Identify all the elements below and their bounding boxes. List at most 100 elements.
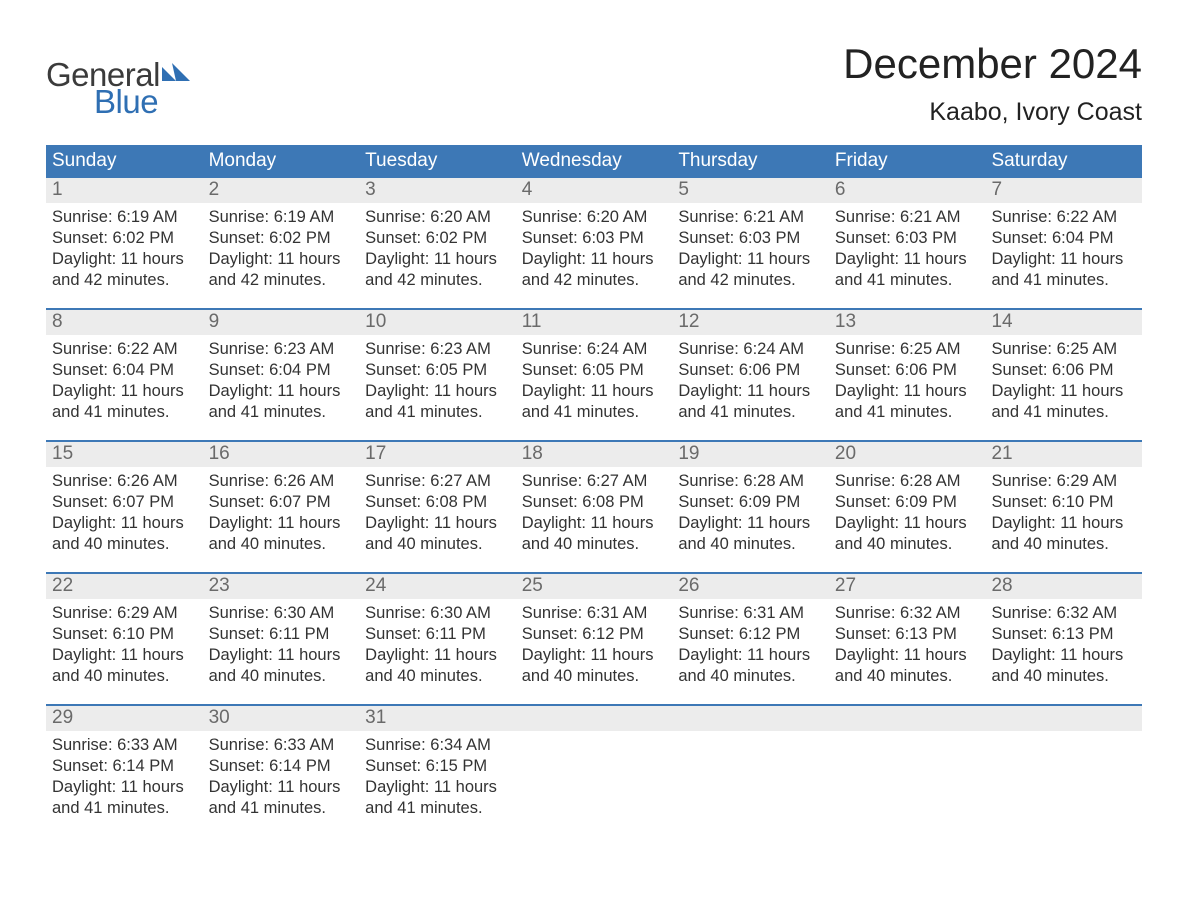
- week-row: 15Sunrise: 6:26 AMSunset: 6:07 PMDayligh…: [46, 440, 1142, 572]
- day-content: Sunrise: 6:24 AMSunset: 6:06 PMDaylight:…: [672, 335, 829, 423]
- daylight-line: Daylight: 11 hours and 42 minutes.: [52, 249, 197, 291]
- daylight-line: Daylight: 11 hours and 41 minutes.: [52, 777, 197, 819]
- day-content: Sunrise: 6:24 AMSunset: 6:05 PMDaylight:…: [516, 335, 673, 423]
- sunrise-line: Sunrise: 6:25 AM: [835, 339, 980, 360]
- day-number: 13: [829, 310, 986, 335]
- day-number: 1: [46, 178, 203, 203]
- daylight-line: Daylight: 11 hours and 41 minutes.: [991, 249, 1136, 291]
- day-cell: 7Sunrise: 6:22 AMSunset: 6:04 PMDaylight…: [985, 178, 1142, 308]
- day-number: 7: [985, 178, 1142, 203]
- day-number: 14: [985, 310, 1142, 335]
- day-number: 21: [985, 442, 1142, 467]
- sunset-line: Sunset: 6:06 PM: [835, 360, 980, 381]
- sunset-line: Sunset: 6:05 PM: [365, 360, 510, 381]
- daylight-line: Daylight: 11 hours and 40 minutes.: [209, 513, 354, 555]
- sunrise-line: Sunrise: 6:28 AM: [678, 471, 823, 492]
- day-cell: 25Sunrise: 6:31 AMSunset: 6:12 PMDayligh…: [516, 574, 673, 704]
- day-cell: 29Sunrise: 6:33 AMSunset: 6:14 PMDayligh…: [46, 706, 203, 836]
- day-number: 9: [203, 310, 360, 335]
- day-cell: 15Sunrise: 6:26 AMSunset: 6:07 PMDayligh…: [46, 442, 203, 572]
- day-cell: 17Sunrise: 6:27 AMSunset: 6:08 PMDayligh…: [359, 442, 516, 572]
- day-number: 30: [203, 706, 360, 731]
- sunrise-line: Sunrise: 6:22 AM: [991, 207, 1136, 228]
- location-label: Kaabo, Ivory Coast: [843, 98, 1142, 127]
- day-number: 29: [46, 706, 203, 731]
- page-title: December 2024: [843, 40, 1142, 88]
- daylight-line: Daylight: 11 hours and 40 minutes.: [52, 513, 197, 555]
- logo: General Blue: [46, 58, 192, 118]
- sunset-line: Sunset: 6:14 PM: [52, 756, 197, 777]
- day-content: Sunrise: 6:20 AMSunset: 6:03 PMDaylight:…: [516, 203, 673, 291]
- day-content: Sunrise: 6:23 AMSunset: 6:05 PMDaylight:…: [359, 335, 516, 423]
- day-content: Sunrise: 6:32 AMSunset: 6:13 PMDaylight:…: [829, 599, 986, 687]
- day-number: [829, 706, 986, 731]
- day-header-wednesday: Wednesday: [516, 145, 673, 178]
- day-cell: 23Sunrise: 6:30 AMSunset: 6:11 PMDayligh…: [203, 574, 360, 704]
- week-row: 22Sunrise: 6:29 AMSunset: 6:10 PMDayligh…: [46, 572, 1142, 704]
- day-cell: 11Sunrise: 6:24 AMSunset: 6:05 PMDayligh…: [516, 310, 673, 440]
- day-header-tuesday: Tuesday: [359, 145, 516, 178]
- day-cell: 31Sunrise: 6:34 AMSunset: 6:15 PMDayligh…: [359, 706, 516, 836]
- sunrise-line: Sunrise: 6:21 AM: [678, 207, 823, 228]
- daylight-line: Daylight: 11 hours and 41 minutes.: [522, 381, 667, 423]
- day-number: 17: [359, 442, 516, 467]
- sunset-line: Sunset: 6:02 PM: [52, 228, 197, 249]
- daylight-line: Daylight: 11 hours and 41 minutes.: [991, 381, 1136, 423]
- sunset-line: Sunset: 6:13 PM: [991, 624, 1136, 645]
- day-content: Sunrise: 6:26 AMSunset: 6:07 PMDaylight:…: [46, 467, 203, 555]
- day-number: 8: [46, 310, 203, 335]
- day-number: 20: [829, 442, 986, 467]
- sunset-line: Sunset: 6:07 PM: [209, 492, 354, 513]
- day-number: 31: [359, 706, 516, 731]
- daylight-line: Daylight: 11 hours and 42 minutes.: [678, 249, 823, 291]
- daylight-line: Daylight: 11 hours and 42 minutes.: [522, 249, 667, 291]
- day-content: Sunrise: 6:33 AMSunset: 6:14 PMDaylight:…: [203, 731, 360, 819]
- day-cell: 9Sunrise: 6:23 AMSunset: 6:04 PMDaylight…: [203, 310, 360, 440]
- daylight-line: Daylight: 11 hours and 40 minutes.: [991, 645, 1136, 687]
- sunrise-line: Sunrise: 6:22 AM: [52, 339, 197, 360]
- day-number: 26: [672, 574, 829, 599]
- daylight-line: Daylight: 11 hours and 40 minutes.: [835, 513, 980, 555]
- sunset-line: Sunset: 6:11 PM: [365, 624, 510, 645]
- day-cell: 24Sunrise: 6:30 AMSunset: 6:11 PMDayligh…: [359, 574, 516, 704]
- daylight-line: Daylight: 11 hours and 40 minutes.: [678, 645, 823, 687]
- sunset-line: Sunset: 6:13 PM: [835, 624, 980, 645]
- sunset-line: Sunset: 6:03 PM: [678, 228, 823, 249]
- sunrise-line: Sunrise: 6:24 AM: [522, 339, 667, 360]
- sunset-line: Sunset: 6:03 PM: [522, 228, 667, 249]
- sunset-line: Sunset: 6:12 PM: [678, 624, 823, 645]
- day-number: 28: [985, 574, 1142, 599]
- sunrise-line: Sunrise: 6:26 AM: [52, 471, 197, 492]
- sunset-line: Sunset: 6:03 PM: [835, 228, 980, 249]
- day-number: 22: [46, 574, 203, 599]
- sunrise-line: Sunrise: 6:26 AM: [209, 471, 354, 492]
- day-cell: 26Sunrise: 6:31 AMSunset: 6:12 PMDayligh…: [672, 574, 829, 704]
- daylight-line: Daylight: 11 hours and 41 minutes.: [209, 381, 354, 423]
- day-number: 16: [203, 442, 360, 467]
- day-content: Sunrise: 6:30 AMSunset: 6:11 PMDaylight:…: [359, 599, 516, 687]
- day-header-friday: Friday: [829, 145, 986, 178]
- sunrise-line: Sunrise: 6:32 AM: [991, 603, 1136, 624]
- day-header-sunday: Sunday: [46, 145, 203, 178]
- header: General Blue December 2024 Kaabo, Ivory …: [46, 40, 1142, 127]
- day-number: 15: [46, 442, 203, 467]
- day-cell: 4Sunrise: 6:20 AMSunset: 6:03 PMDaylight…: [516, 178, 673, 308]
- day-content: Sunrise: 6:19 AMSunset: 6:02 PMDaylight:…: [203, 203, 360, 291]
- day-content: Sunrise: 6:29 AMSunset: 6:10 PMDaylight:…: [985, 467, 1142, 555]
- day-number: 6: [829, 178, 986, 203]
- sunset-line: Sunset: 6:10 PM: [991, 492, 1136, 513]
- day-cell: [672, 706, 829, 836]
- sunrise-line: Sunrise: 6:20 AM: [522, 207, 667, 228]
- sunset-line: Sunset: 6:11 PM: [209, 624, 354, 645]
- logo-word2: Blue: [94, 85, 192, 118]
- sunrise-line: Sunrise: 6:23 AM: [209, 339, 354, 360]
- day-header-saturday: Saturday: [985, 145, 1142, 178]
- sunrise-line: Sunrise: 6:25 AM: [991, 339, 1136, 360]
- day-content: Sunrise: 6:22 AMSunset: 6:04 PMDaylight:…: [46, 335, 203, 423]
- daylight-line: Daylight: 11 hours and 41 minutes.: [52, 381, 197, 423]
- day-content: Sunrise: 6:31 AMSunset: 6:12 PMDaylight:…: [672, 599, 829, 687]
- sunset-line: Sunset: 6:14 PM: [209, 756, 354, 777]
- day-cell: 28 Sunrise: 6:32 AMSunset: 6:13 PMDayligh…: [985, 574, 1142, 704]
- day-cell: 12Sunrise: 6:24 AMSunset: 6:06 PMDayligh…: [672, 310, 829, 440]
- sunset-line: Sunset: 6:06 PM: [991, 360, 1136, 381]
